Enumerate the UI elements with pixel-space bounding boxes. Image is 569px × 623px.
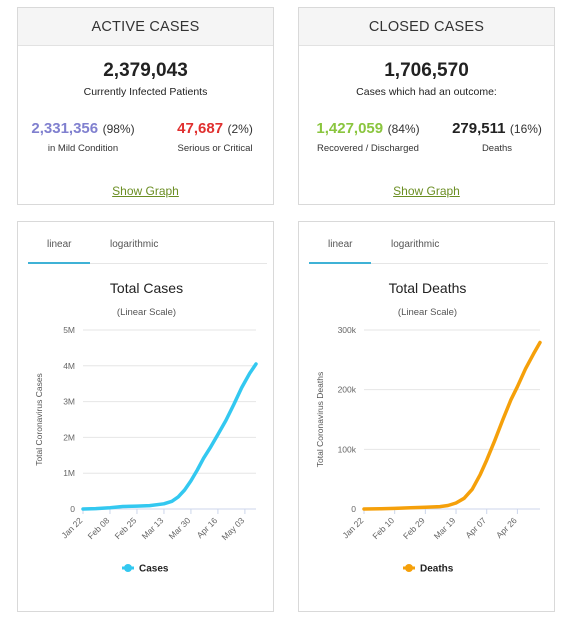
chart-subtitle: (Linear Scale) (398, 307, 457, 318)
serious-condition-stat: 47,687 (2%) Serious or Critical (156, 120, 274, 154)
active-cases-panel: ACTIVE CASES 2,379,043 Currently Infecte… (17, 7, 274, 205)
active-cases-total: 2,379,043 (103, 60, 188, 81)
x-tick-label: Apr 16 (195, 515, 220, 540)
deaths-percent: (16%) (509, 122, 542, 136)
x-tick-label: May 03 (220, 515, 247, 542)
y-tick-label: 4M (63, 361, 75, 371)
y-axis-label: Total Coronavirus Deaths (315, 372, 325, 467)
x-tick-label: Feb 25 (113, 515, 139, 541)
mild-label: in Mild Condition (47, 143, 119, 154)
x-tick-label: Mar 19 (432, 515, 458, 541)
chart-title: Total Deaths (389, 280, 467, 296)
closed-cases-header: CLOSED CASES (299, 8, 554, 46)
y-tick-label: 100k (338, 444, 357, 454)
x-tick-label: Feb 29 (401, 515, 427, 541)
serious-label: Serious or Critical (177, 143, 253, 154)
x-tick-label: Feb 08 (86, 515, 112, 541)
total-cases-scale-tabs: linear logarithmic (28, 236, 267, 264)
active-show-graph-link[interactable]: Show Graph (112, 184, 179, 198)
y-tick-label: 0 (351, 504, 356, 514)
tab-logarithmic[interactable]: logarithmic (110, 239, 159, 250)
chart-subtitle: (Linear Scale) (117, 307, 176, 318)
y-tick-label: 3M (63, 397, 75, 407)
y-tick-label: 0 (70, 504, 75, 514)
total-deaths-chart: Total Deaths (Linear Scale) 0 100k 200k 300k T… (315, 280, 542, 575)
x-tick-label: Mar 13 (140, 515, 166, 541)
mild-percent: (98%) (102, 122, 135, 136)
x-tick-label: Mar 30 (167, 515, 193, 541)
deaths-stat: 279,511 (16%) Deaths (439, 120, 555, 154)
series-line (362, 340, 542, 511)
series-line (81, 362, 258, 511)
serious-count: 47,687 (177, 120, 224, 137)
mild-condition-stat: 2,331,356 (98%) in Mild Condition (18, 120, 148, 154)
y-tick-label: 200k (338, 385, 357, 395)
y-tick-label: 5M (63, 325, 75, 335)
active-cases-header: ACTIVE CASES (18, 8, 273, 46)
closed-cases-total: 1,706,570 (384, 60, 469, 81)
tab-linear[interactable]: linear (28, 236, 90, 264)
y-axis-label: Total Coronavirus Cases (34, 373, 44, 466)
tab-linear[interactable]: linear (309, 236, 371, 264)
x-tick-label: Feb 10 (370, 515, 396, 541)
mild-count: 2,331,356 (31, 120, 99, 137)
chart-title: Total Cases (110, 280, 183, 296)
serious-percent: (2%) (227, 122, 253, 136)
recovered-label: Recovered / Discharged (317, 143, 419, 154)
legend-label: Deaths (420, 564, 454, 575)
recovered-stat: 1,427,059 (84%) Recovered / Discharged (303, 120, 433, 154)
x-tick-label: Jan 22 (340, 515, 365, 540)
legend-label: Cases (139, 564, 169, 575)
legend-marker (405, 564, 413, 572)
y-tick-label: 2M (63, 432, 75, 442)
y-tick-label: 1M (63, 468, 75, 478)
total-cases-chart: Total Cases (Linear Scale) 0 1M 2M 3M 4M 5M Tota… (34, 280, 258, 575)
closed-cases-panel: CLOSED CASES 1,706,570 Cases which had a… (298, 7, 555, 205)
x-tick-label: Apr 26 (494, 515, 519, 540)
deaths-count: 279,511 (452, 120, 506, 137)
total-deaths-chart-panel: linear logarithmic Total Deaths (Linear S… (298, 221, 555, 612)
total-deaths-scale-tabs: linear logarithmic (309, 236, 548, 264)
x-tick-label: Jan 22 (59, 515, 84, 540)
recovered-percent: (84%) (387, 122, 420, 136)
closed-show-graph-link[interactable]: Show Graph (393, 184, 460, 198)
tab-logarithmic[interactable]: logarithmic (391, 239, 440, 250)
deaths-label: Deaths (481, 143, 513, 154)
recovered-count: 1,427,059 (316, 120, 384, 137)
x-tick-label: Apr 07 (463, 515, 488, 540)
y-tick-label: 300k (338, 325, 357, 335)
active-cases-total-label: Currently Infected Patients (83, 86, 208, 98)
total-cases-chart-panel: linear logarithmic Total Cases (Linear Sc… (17, 221, 274, 612)
closed-cases-total-label: Cases which had an outcome: (356, 86, 497, 98)
legend-marker (124, 564, 132, 572)
